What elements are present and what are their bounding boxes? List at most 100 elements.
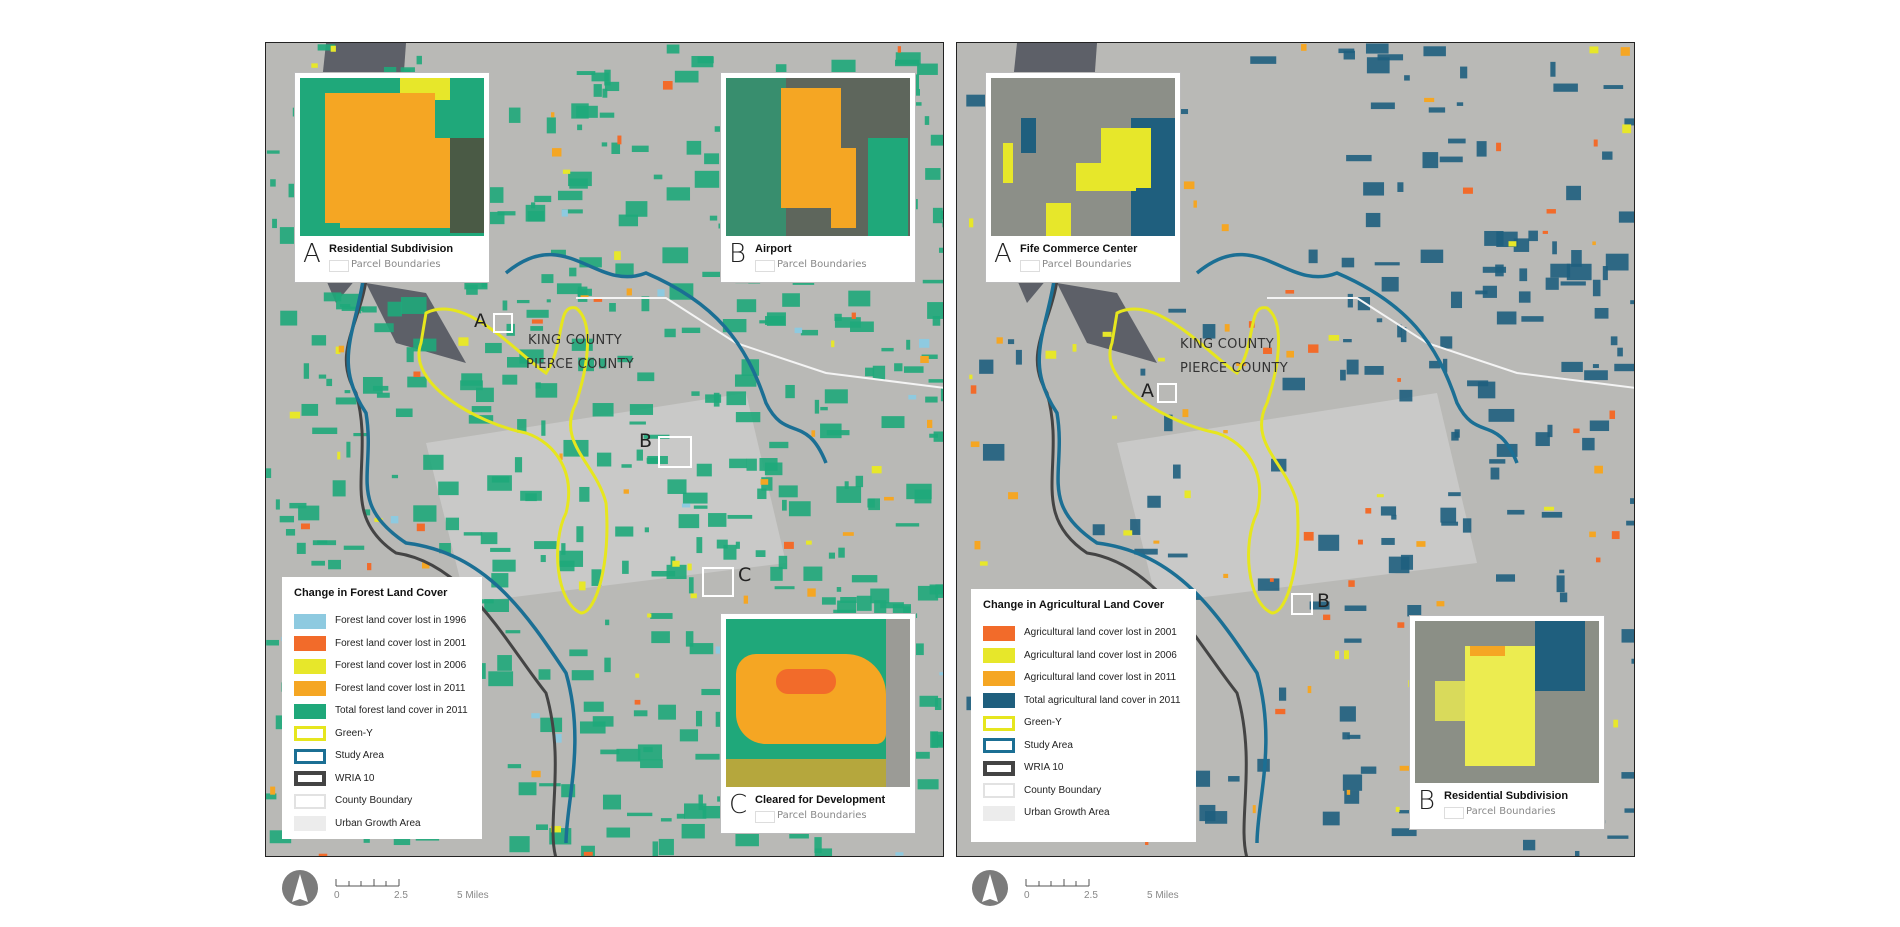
agriculture-patch: [979, 359, 994, 374]
land-cover-loss-patch: [1634, 601, 1635, 609]
land-cover-loss-patch: [1620, 47, 1630, 56]
legend-label: Agricultural land cover lost in 2001: [1024, 627, 1177, 639]
forest-patch: [938, 247, 943, 253]
legend-item: Forest land cover lost in 2001: [294, 633, 470, 656]
agriculture-patch: [1489, 459, 1506, 464]
forest-patch: [766, 312, 786, 326]
agriculture-patch: [1624, 118, 1634, 126]
land-cover-loss-patch: [335, 346, 341, 354]
agriculture-patch: [1257, 578, 1280, 591]
agriculture-patch: [966, 94, 991, 107]
forest-patch: [497, 211, 516, 216]
agriculture-patch: [1365, 43, 1389, 54]
legend-label: Forest land cover lost in 1996: [335, 615, 467, 627]
land-cover-loss-patch: [422, 562, 430, 569]
forest-patch: [472, 599, 494, 604]
forest-patch: [568, 171, 592, 187]
agriculture-patch: [1490, 467, 1500, 480]
scale-bar: [335, 879, 400, 887]
land-cover-loss-patch: [920, 355, 929, 363]
agriculture-patch: [1607, 835, 1629, 839]
forest-patch: [395, 408, 413, 418]
agriculture-patch: [1423, 46, 1446, 57]
agriculture-patch: [1592, 279, 1601, 297]
forest-patch: [676, 813, 686, 819]
agriculture-patch: [1630, 300, 1634, 305]
land-cover-loss-patch: [1323, 614, 1331, 621]
legend-label: Forest land cover lost in 2001: [335, 637, 467, 649]
forest-patch: [488, 671, 514, 687]
land-cover-loss-patch: [1594, 465, 1603, 474]
land-cover-loss-patch: [1223, 430, 1228, 434]
forest-patch: [892, 604, 911, 616]
inset-a: A Fife Commerce Center Parcel Boundaries: [986, 73, 1180, 282]
parcel-swatch: [1020, 260, 1040, 272]
agriculture-patch: [1344, 605, 1367, 611]
inset-title: Airport: [755, 243, 792, 255]
agriculture-patch: [1168, 308, 1187, 313]
land-cover-loss-patch: [927, 419, 933, 428]
forest-patch: [702, 271, 728, 278]
land-cover-loss-patch: [831, 340, 835, 348]
agriculture-patch: [1448, 492, 1461, 497]
inset-sublabel: Parcel Boundaries: [777, 259, 867, 270]
agriculture-patch: [1535, 432, 1550, 447]
inset-title: Residential Subdivision: [329, 243, 454, 255]
forest-patch: [881, 416, 905, 429]
land-cover-loss-patch: [1397, 378, 1401, 382]
land-cover-loss-patch: [969, 374, 973, 380]
forest-patch: [497, 655, 512, 671]
agriculture-patch: [1278, 687, 1287, 701]
agriculture-patch: [1092, 524, 1105, 536]
agriculture-patch: [1488, 408, 1515, 422]
agriculture-patch: [1467, 380, 1489, 387]
land-cover-loss-patch: [617, 135, 622, 145]
agriculture-patch: [1566, 185, 1581, 201]
agriculture-patch: [1571, 250, 1582, 267]
forest-patch: [880, 602, 904, 609]
land-cover-loss-patch: [337, 451, 341, 460]
forest-patch: [561, 543, 566, 555]
forest-patch: [332, 480, 346, 497]
forest-patch: [601, 142, 608, 147]
forest-patch: [782, 293, 800, 307]
legend-swatch: [983, 760, 1015, 776]
land-cover-loss-patch: [783, 541, 794, 549]
scale-label: 0: [334, 890, 340, 901]
forest-patch: [933, 431, 943, 442]
legend-item: Agricultural land cover lost in 2001: [983, 622, 1184, 645]
forest-patch: [592, 403, 614, 417]
wria-boundary: [1035, 242, 1249, 856]
land-cover-loss-patch: [562, 169, 571, 174]
forest-patch: [870, 588, 890, 604]
agriculture-patch: [1339, 706, 1356, 722]
forest-patch: [895, 523, 920, 527]
forest-patch: [583, 701, 604, 712]
inset-sublabel: Parcel Boundaries: [777, 810, 867, 821]
agriculture-patch: [1344, 790, 1360, 804]
forest-patch: [709, 215, 718, 221]
legend-swatch: [294, 636, 326, 652]
forest-patch: [904, 751, 930, 759]
forest-patch: [407, 376, 427, 388]
forest-patch: [600, 749, 620, 755]
land-cover-loss-patch: [531, 319, 543, 324]
forest-patch: [820, 406, 828, 411]
forest-patch: [917, 779, 939, 790]
forest-patch: [736, 299, 757, 313]
agriculture-patch: [1202, 324, 1216, 339]
legend-label: Green-Y: [335, 727, 373, 739]
parcel-swatch: [755, 811, 775, 823]
inset-title: Residential Subdivision: [1444, 790, 1569, 802]
legend-label: Forest land cover lost in 2006: [335, 660, 467, 672]
forest-patch: [279, 515, 295, 523]
study-area-boundary: [346, 242, 828, 844]
land-cover-loss-patch: [531, 713, 540, 719]
agriculture-patch: [1440, 336, 1453, 349]
forest-patch: [855, 475, 864, 488]
legend-label: County Boundary: [335, 795, 413, 807]
agriculture-patch: [1442, 358, 1448, 373]
forest-patch: [695, 753, 720, 760]
forest-patch: [666, 44, 680, 54]
land-cover-loss-patch: [1045, 350, 1057, 359]
